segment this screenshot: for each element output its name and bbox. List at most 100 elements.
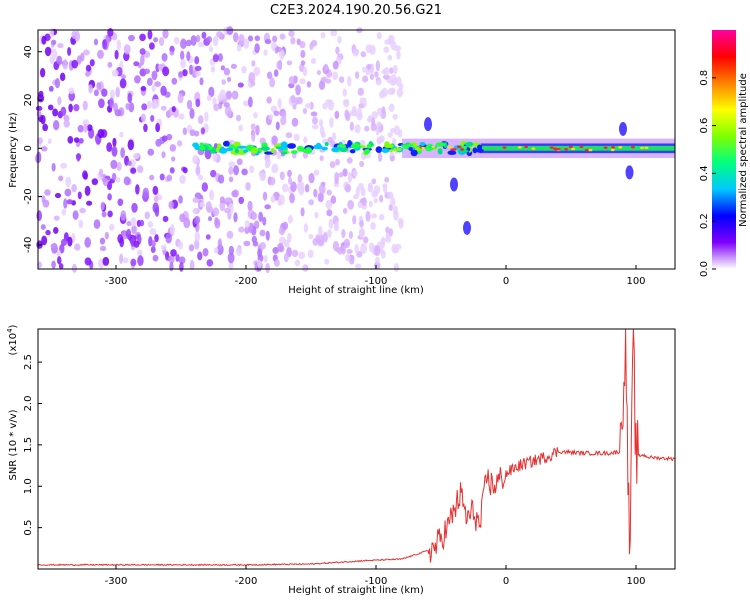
heatmap-cell — [318, 184, 326, 194]
heatmap-cell — [68, 103, 73, 113]
heatmap-cell — [195, 165, 201, 176]
heatmap-cell — [68, 87, 75, 95]
heatmap-cell — [78, 219, 84, 229]
heatmap-cell — [320, 32, 326, 39]
heatmap-cell — [248, 72, 256, 84]
branch-feature — [619, 121, 627, 136]
heatmap-cell — [100, 201, 105, 211]
heatmap-cell — [337, 35, 342, 44]
heatmap-cell — [377, 152, 383, 162]
branch-feature — [463, 220, 471, 235]
heatmap-cell — [365, 210, 371, 222]
heatmap-cell — [319, 155, 324, 162]
heatmap-cell — [152, 254, 159, 262]
heatmap-cell — [325, 78, 332, 84]
heatmap-cell — [104, 231, 109, 240]
carrier-blob — [194, 144, 200, 151]
heatmap-cell — [162, 66, 170, 77]
carrier-peak — [610, 148, 615, 152]
heatmap-cell — [194, 231, 201, 243]
heatmap-cell — [352, 48, 359, 57]
heatmap-cell — [47, 104, 54, 111]
carrier-blob — [475, 148, 484, 153]
snr-multiplier-exponent: 4 — [6, 328, 14, 333]
carrier-peak — [644, 146, 649, 149]
carrier-blob — [462, 145, 467, 150]
heatmap-cell — [247, 200, 253, 212]
heatmap-cell — [77, 124, 84, 133]
heatmap-cell — [71, 184, 77, 193]
carrier-blob — [324, 142, 329, 146]
heatmap-cell — [271, 135, 278, 146]
heatmap-cell — [384, 176, 390, 183]
heatmap-cell — [330, 29, 338, 37]
heatmap-cell — [265, 230, 270, 241]
carrier-peak — [571, 147, 576, 151]
carrier-blob — [290, 150, 298, 155]
heatmap-cell — [192, 197, 200, 203]
heatmap-cell — [169, 261, 174, 272]
heatmap-cell — [50, 243, 57, 249]
heatmap-cell — [39, 67, 46, 78]
heatmap-cell — [228, 176, 234, 183]
heatmap-cell — [185, 39, 192, 47]
heatmap-cell — [78, 137, 84, 144]
carrier-peak — [579, 145, 584, 148]
heatmap-cell — [208, 86, 215, 98]
heatmap-cell — [255, 124, 260, 136]
heatmap-cell — [83, 49, 90, 56]
heatmap-cell — [329, 117, 334, 128]
heatmap-cell — [216, 31, 223, 38]
heatmap-cell — [45, 229, 51, 236]
heatmap-cell — [272, 247, 279, 254]
carrier-blob — [465, 141, 474, 147]
heatmap-cell — [217, 53, 223, 62]
heatmap-cell — [360, 51, 367, 58]
heatmap-cell — [326, 229, 332, 238]
heatmap-cell — [102, 256, 110, 266]
heatmap-cell — [347, 75, 352, 87]
heatmap-cell — [170, 249, 177, 257]
heatmap-cell — [64, 114, 70, 122]
heatmap-cell — [35, 105, 43, 112]
snr-y-tick-label: 2.0 — [23, 396, 34, 412]
heatmap-cell — [228, 261, 234, 270]
heatmap-cell — [79, 207, 86, 214]
heatmap-cell — [312, 238, 319, 246]
heatmap-y-tick-label: 0 — [23, 145, 34, 151]
heatmap-cell — [160, 85, 167, 96]
heatmap-cell — [210, 66, 216, 73]
heatmap-cell — [253, 112, 258, 119]
heatmap-cell — [106, 180, 113, 191]
heatmap-cell — [387, 54, 393, 61]
heatmap-cell — [60, 238, 68, 246]
heatmap-cell — [160, 105, 167, 111]
heatmap-cell — [74, 243, 81, 251]
heatmap-cell — [107, 61, 113, 68]
heatmap-cell — [148, 236, 153, 247]
heatmap-cell — [294, 259, 301, 267]
colorbar-tick-label: 0.8 — [699, 70, 710, 86]
heatmap-cell — [326, 209, 333, 217]
heatmap-cell — [230, 63, 237, 69]
heatmap-cell — [394, 45, 401, 52]
heatmap-cell — [360, 243, 368, 255]
heatmap-cell — [339, 76, 345, 84]
heatmap-cell — [353, 169, 358, 177]
carrier-blob — [251, 147, 258, 154]
heatmap-cell — [48, 85, 54, 92]
heatmap-cell — [335, 46, 340, 55]
carrier-peak — [564, 148, 569, 151]
heatmap-cell — [165, 233, 172, 244]
heatmap-cell — [388, 103, 395, 112]
heatmap-cell — [373, 185, 381, 195]
heatmap-cell — [180, 58, 186, 69]
heatmap-cell — [392, 113, 398, 120]
heatmap-cell — [178, 113, 185, 120]
heatmap-cell — [166, 174, 173, 182]
heatmap-cell — [233, 165, 240, 176]
heatmap-cell — [264, 39, 272, 45]
heatmap-cell — [375, 256, 380, 264]
heatmap-x-axis: -300 -200 -100 0 100 — [105, 265, 646, 287]
heatmap-cell — [387, 191, 394, 200]
